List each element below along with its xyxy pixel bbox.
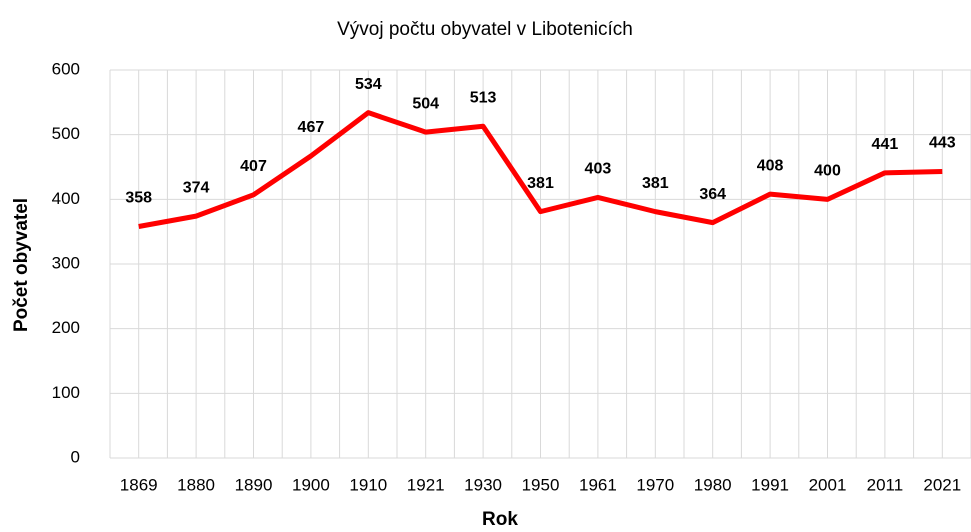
line-series bbox=[138, 110, 943, 229]
x-tick-label: 2001 bbox=[809, 475, 847, 494]
data-label: 504 bbox=[412, 95, 439, 112]
x-tick-label: 2011 bbox=[867, 475, 904, 494]
data-label: 403 bbox=[585, 161, 612, 178]
data-label: 364 bbox=[699, 186, 726, 203]
x-tick-label: 1980 bbox=[694, 475, 732, 494]
data-label: 467 bbox=[298, 119, 325, 136]
x-tick-label: 1900 bbox=[292, 475, 330, 494]
x-tick-label: 1880 bbox=[177, 475, 215, 494]
data-label: 407 bbox=[240, 158, 267, 175]
x-axis-label: Rok bbox=[482, 509, 518, 530]
data-label: 381 bbox=[642, 175, 669, 192]
x-tick-label: 1930 bbox=[464, 475, 502, 494]
data-label: 443 bbox=[929, 135, 956, 152]
x-tick-label: 1869 bbox=[120, 475, 158, 494]
y-axis-label: Počet obyvatel bbox=[11, 198, 32, 332]
x-tick-label: 1991 bbox=[751, 475, 789, 494]
x-tick-label: 1910 bbox=[349, 475, 387, 494]
chart-title: Vývoj počtu obyvatel v Libotenicích bbox=[337, 19, 633, 40]
data-label: 513 bbox=[470, 89, 497, 106]
data-label: 534 bbox=[355, 76, 382, 93]
y-tick-label: 200 bbox=[52, 318, 80, 337]
x-tick-label: 1921 bbox=[407, 475, 445, 494]
data-label: 381 bbox=[527, 175, 554, 192]
y-tick-label: 0 bbox=[71, 447, 80, 466]
y-tick-label: 600 bbox=[52, 59, 80, 78]
y-tick-label: 500 bbox=[52, 124, 80, 143]
data-label: 400 bbox=[814, 163, 841, 180]
y-tick-label: 300 bbox=[52, 253, 80, 272]
data-label: 374 bbox=[183, 179, 210, 196]
data-label: 408 bbox=[757, 157, 784, 174]
y-tick-label: 400 bbox=[52, 189, 80, 208]
data-label: 441 bbox=[872, 136, 899, 153]
x-tick-label: 1950 bbox=[522, 475, 560, 494]
x-tick-label: 1970 bbox=[636, 475, 674, 494]
data-label: 358 bbox=[125, 190, 152, 207]
x-tick-label: 2021 bbox=[923, 475, 961, 494]
x-tick-label: 1961 bbox=[579, 475, 617, 494]
x-tick-label: 1890 bbox=[235, 475, 273, 494]
y-tick-label: 100 bbox=[52, 383, 80, 402]
